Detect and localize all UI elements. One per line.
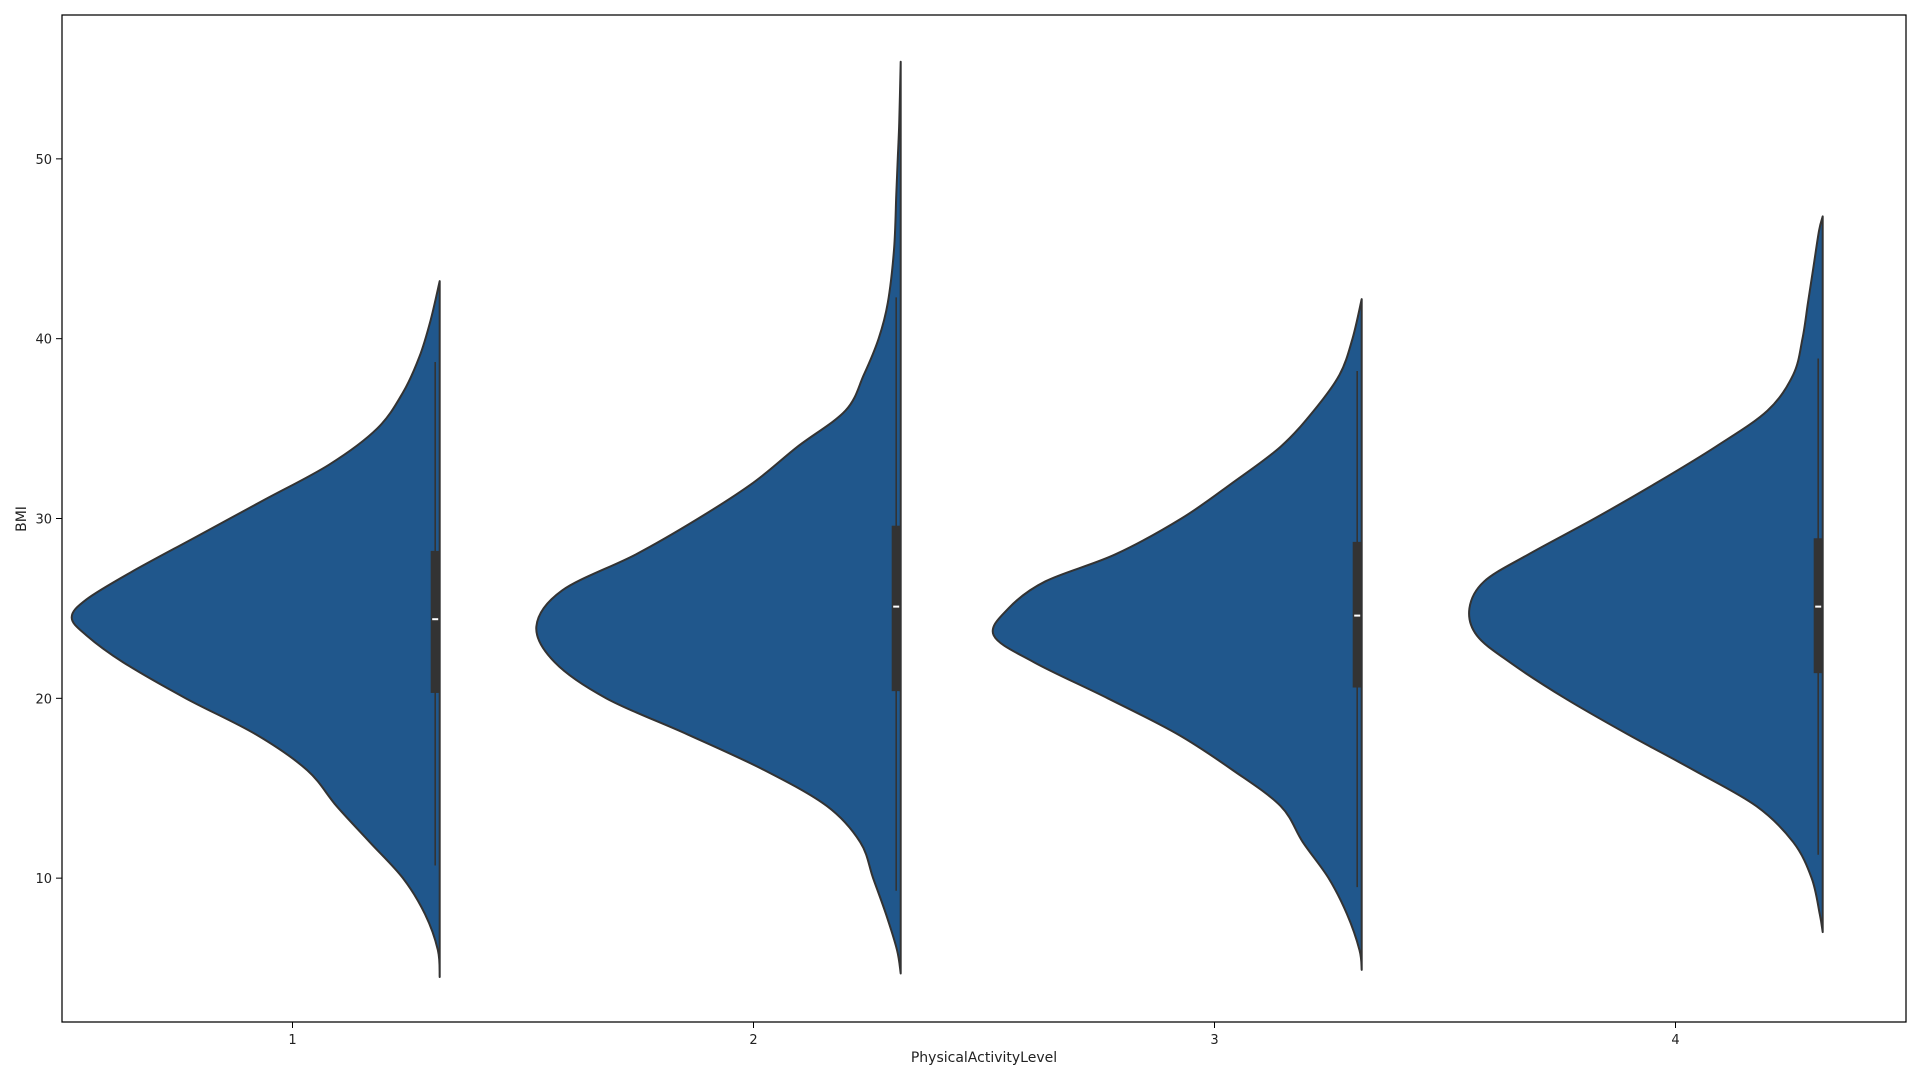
y-axis: 10 20 30 40 50 [35, 153, 62, 887]
y-axis-label: BMI [14, 506, 30, 532]
violins-layer [70, 60, 1824, 979]
x-axis-label: PhysicalActivityLevel [911, 1050, 1057, 1066]
x-tick-label: 1 [288, 1033, 296, 1048]
x-axis: 1 2 3 4 [288, 1022, 1680, 1048]
y-tick-label: 30 [35, 513, 52, 528]
x-tick-label: 2 [749, 1033, 757, 1048]
violin-1 [70, 280, 441, 979]
violin-4 [1468, 215, 1824, 934]
y-tick-label: 20 [35, 692, 52, 707]
violin-3 [991, 298, 1363, 971]
boxes-layer [430, 297, 1823, 891]
y-tick-label: 10 [35, 872, 52, 887]
y-tick-label: 40 [35, 333, 52, 348]
y-tick-label: 50 [35, 153, 52, 168]
x-tick-label: 4 [1671, 1033, 1679, 1048]
violin-2 [535, 60, 902, 975]
violin-box-2 [891, 525, 901, 692]
x-tick-label: 3 [1210, 1033, 1218, 1048]
violin-box-1 [430, 550, 440, 693]
